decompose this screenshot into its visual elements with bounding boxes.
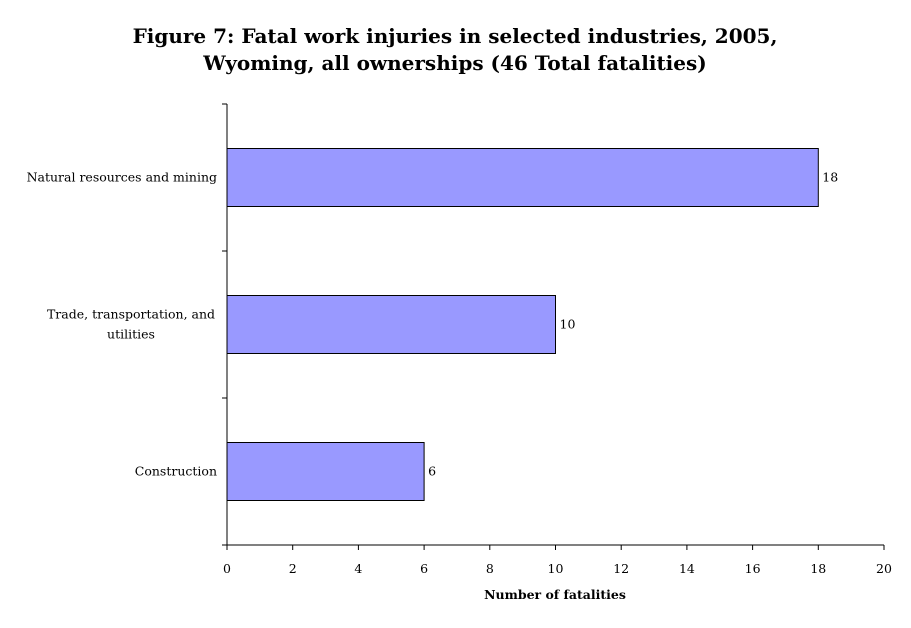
data-label-0: 18 [822, 170, 838, 185]
bars-group: 18 Natural resources and mining 10 Trade, t… [27, 148, 838, 501]
x-tick-label-3: 6 [420, 561, 428, 576]
x-tick-label-1: 2 [289, 561, 297, 576]
category-label-0: Natural resources and mining [27, 170, 217, 185]
x-tick-label-6: 12 [613, 561, 629, 576]
x-tick-label-7: 14 [679, 561, 695, 576]
category-label-line: utilities [107, 327, 155, 342]
axes-group: 0 2 4 6 8 10 12 14 16 18 20 [222, 103, 892, 576]
chart-title: Figure 7: Fatal work injuries in selecte… [133, 24, 778, 48]
x-tick-label-5: 10 [548, 561, 564, 576]
category-label-line: Construction [135, 464, 217, 479]
data-label-2: 6 [428, 464, 436, 479]
category-label-line: Natural resources and mining [27, 170, 217, 185]
x-tick-label-0: 0 [223, 561, 231, 576]
category-label-line: Trade, transportation, and [47, 307, 215, 322]
category-label-2: Construction [135, 464, 217, 479]
bar-0 [226, 148, 819, 207]
x-tick-label-2: 4 [354, 561, 362, 576]
data-label-1: 10 [560, 317, 576, 332]
x-tick-label-10: 20 [876, 561, 892, 576]
x-axis-title: Number of fatalities [484, 587, 626, 602]
bar-2 [226, 442, 425, 501]
bar-1 [226, 295, 556, 354]
x-tick-label-9: 18 [810, 561, 826, 576]
x-tick-label-8: 16 [745, 561, 761, 576]
category-label-1: Trade, transportation, and utilities [47, 307, 215, 342]
chart-subtitle: Wyoming, all ownerships (46 Total fatali… [202, 51, 706, 75]
x-tick-label-4: 8 [486, 561, 494, 576]
